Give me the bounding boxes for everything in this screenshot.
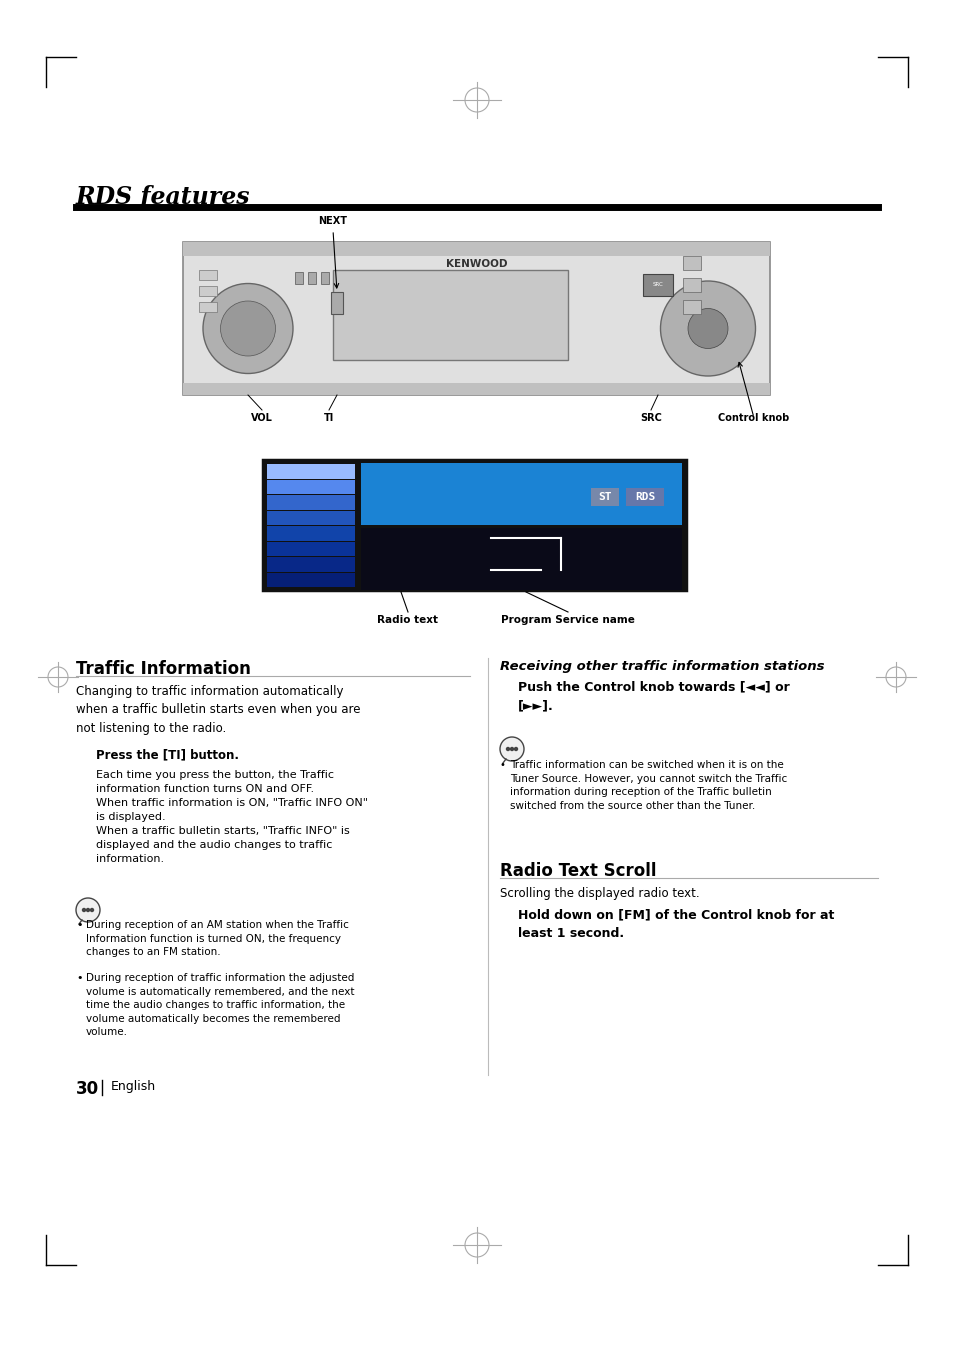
Text: Radio text: Radio text — [377, 615, 438, 626]
Bar — [267, 494, 355, 509]
Text: English: English — [111, 1079, 156, 1093]
Bar — [360, 463, 681, 526]
Text: During reception of traffic information the adjusted
volume is automatically rem: During reception of traffic information … — [86, 973, 355, 1038]
Circle shape — [87, 908, 90, 912]
Text: Each time you press the button, the Traffic
information function turns ON and OF: Each time you press the button, the Traf… — [96, 770, 368, 865]
Bar — [267, 542, 355, 557]
Ellipse shape — [203, 284, 293, 373]
Circle shape — [506, 747, 509, 751]
Text: ST: ST — [598, 492, 611, 503]
Circle shape — [510, 747, 513, 751]
Text: RDS: RDS — [634, 492, 655, 503]
Text: Traffic Information: Traffic Information — [76, 661, 251, 678]
Bar — [263, 459, 685, 590]
Text: TI: TI — [323, 413, 334, 423]
Bar — [267, 480, 355, 494]
Bar — [294, 272, 303, 284]
Bar — [642, 274, 672, 296]
Bar — [308, 272, 315, 284]
Text: NEXT: NEXT — [318, 216, 347, 226]
Bar — [183, 242, 769, 394]
Bar — [360, 528, 681, 590]
Text: Press the [TI] button.: Press the [TI] button. — [96, 748, 239, 761]
Text: During reception of an AM station when the Traffic
Information function is turne: During reception of an AM station when t… — [86, 920, 349, 958]
Ellipse shape — [659, 281, 755, 376]
Bar — [267, 463, 355, 478]
Bar — [682, 300, 700, 313]
Text: •: • — [499, 761, 505, 770]
Text: RDS features: RDS features — [76, 185, 251, 209]
Bar — [331, 292, 343, 313]
Text: Changing to traffic information automatically
when a traffic bulletin starts eve: Changing to traffic information automati… — [76, 685, 360, 735]
Text: VOL: VOL — [251, 413, 273, 423]
Circle shape — [82, 908, 86, 912]
Text: •: • — [76, 920, 82, 929]
Text: KENWOOD: KENWOOD — [445, 259, 507, 269]
Bar — [682, 255, 700, 270]
Circle shape — [91, 908, 93, 912]
Bar — [360, 463, 681, 526]
Text: SRC: SRC — [652, 282, 662, 288]
Bar — [183, 242, 769, 255]
Text: Hold down on [FM] of the Control knob for at
least 1 second.: Hold down on [FM] of the Control knob fo… — [517, 908, 834, 940]
Text: SRC: SRC — [639, 413, 661, 423]
Text: Traffic information can be switched when it is on the
Tuner Source. However, you: Traffic information can be switched when… — [510, 761, 786, 811]
Circle shape — [499, 738, 523, 761]
Ellipse shape — [687, 308, 727, 349]
Bar — [199, 286, 216, 296]
Circle shape — [514, 747, 517, 751]
Bar — [267, 557, 355, 571]
Bar — [199, 303, 216, 312]
Text: Scrolling the displayed radio text.: Scrolling the displayed radio text. — [499, 888, 699, 900]
Text: 30: 30 — [76, 1079, 99, 1098]
Bar — [590, 488, 618, 507]
Text: Radio Text Scroll: Radio Text Scroll — [499, 862, 656, 880]
Bar — [333, 270, 567, 359]
Circle shape — [76, 898, 100, 921]
Bar — [183, 382, 769, 394]
Text: Control knob: Control knob — [718, 413, 789, 423]
Bar — [267, 526, 355, 540]
Bar — [625, 488, 663, 507]
Bar — [199, 270, 216, 280]
Text: Receiving other traffic information stations: Receiving other traffic information stat… — [499, 661, 823, 673]
Bar — [320, 272, 329, 284]
Bar — [682, 278, 700, 292]
Bar — [267, 573, 355, 586]
Bar — [267, 511, 355, 526]
Text: •: • — [76, 973, 82, 984]
Text: Program Service name: Program Service name — [500, 615, 635, 626]
Ellipse shape — [220, 301, 275, 357]
Text: Push the Control knob towards [◄◄] or
[►►].: Push the Control knob towards [◄◄] or [►… — [517, 680, 789, 712]
